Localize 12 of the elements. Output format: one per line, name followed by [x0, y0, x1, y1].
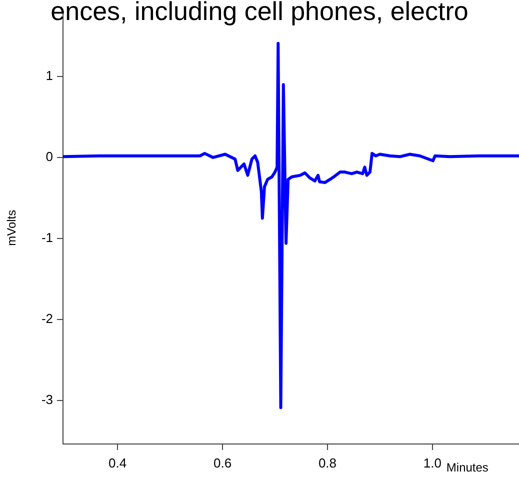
y-tick-label: 1	[46, 68, 53, 84]
x-tick-label: 0.8	[318, 455, 337, 470]
y-axis-title: mVolts	[4, 210, 18, 246]
y-tick-label: -1	[41, 230, 53, 245]
x-axis-title: Minutes	[446, 460, 488, 474]
y-tick-label: -3	[41, 392, 53, 407]
x-tick-label: 0.4	[108, 455, 127, 470]
x-tick-label: 1.0	[423, 455, 442, 470]
x-tick-label: 0.6	[213, 455, 232, 470]
y-tick-label: -2	[41, 310, 53, 326]
y-tick-label: 0	[46, 149, 53, 164]
chart-title: ences, including cell phones, electro	[50, 0, 468, 26]
